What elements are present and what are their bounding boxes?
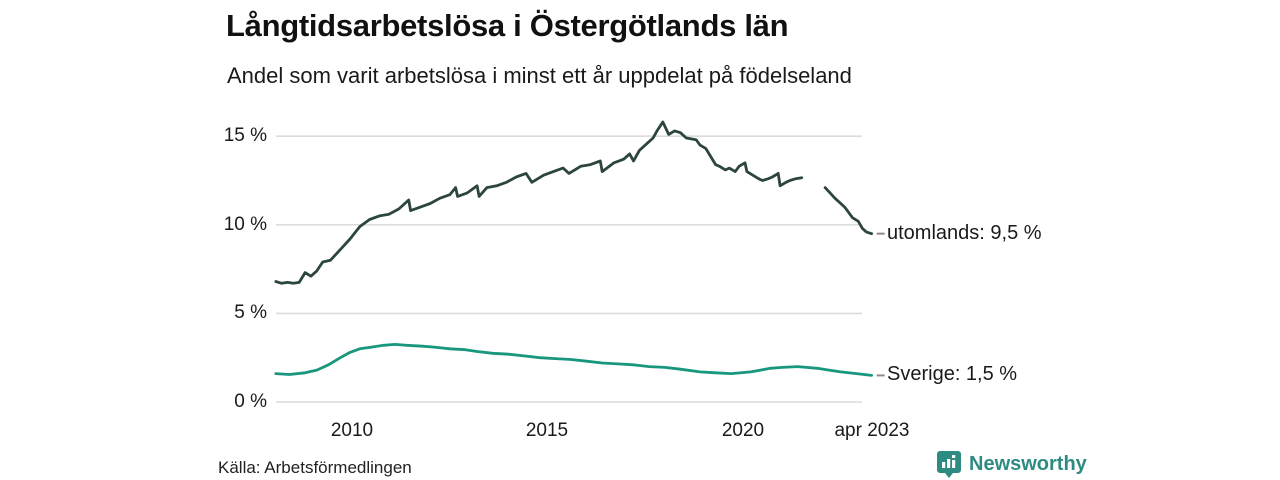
x-axis-tick-label-2015: 2015 bbox=[525, 420, 569, 441]
y-axis-tick-label-10: 10 % bbox=[223, 214, 267, 235]
y-axis-tick-label-15: 15 % bbox=[223, 125, 267, 146]
series-line-utomlands bbox=[274, 120, 885, 285]
y-axis-tick-label-0: 0 % bbox=[234, 391, 267, 412]
page-title: Långtidsarbetslösa i Östergötlands län bbox=[226, 8, 789, 43]
x-axis-tick-label-2020: 2020 bbox=[721, 420, 765, 441]
x-axis-tick-label-apr-2023: apr 2023 bbox=[834, 420, 910, 441]
source-note: Källa: Arbetsförmedlingen bbox=[218, 458, 412, 477]
series-line-sverige bbox=[274, 343, 885, 377]
newsworthy-logo-icon bbox=[936, 450, 962, 479]
series-end-label-utomlands: utomlands: 9,5 % bbox=[887, 222, 1042, 244]
page-subtitle: Andel som varit arbetslösa i minst ett å… bbox=[227, 63, 852, 88]
y-axis-tick-label-5: 5 % bbox=[234, 302, 267, 323]
x-axis-tick-label-2010: 2010 bbox=[330, 420, 374, 441]
gridlines bbox=[276, 135, 862, 403]
brand-name: Newsworthy bbox=[969, 453, 1087, 475]
series-end-label-sverige: Sverige: 1,5 % bbox=[887, 363, 1018, 385]
brand-lockup: Newsworthy bbox=[936, 450, 1087, 479]
